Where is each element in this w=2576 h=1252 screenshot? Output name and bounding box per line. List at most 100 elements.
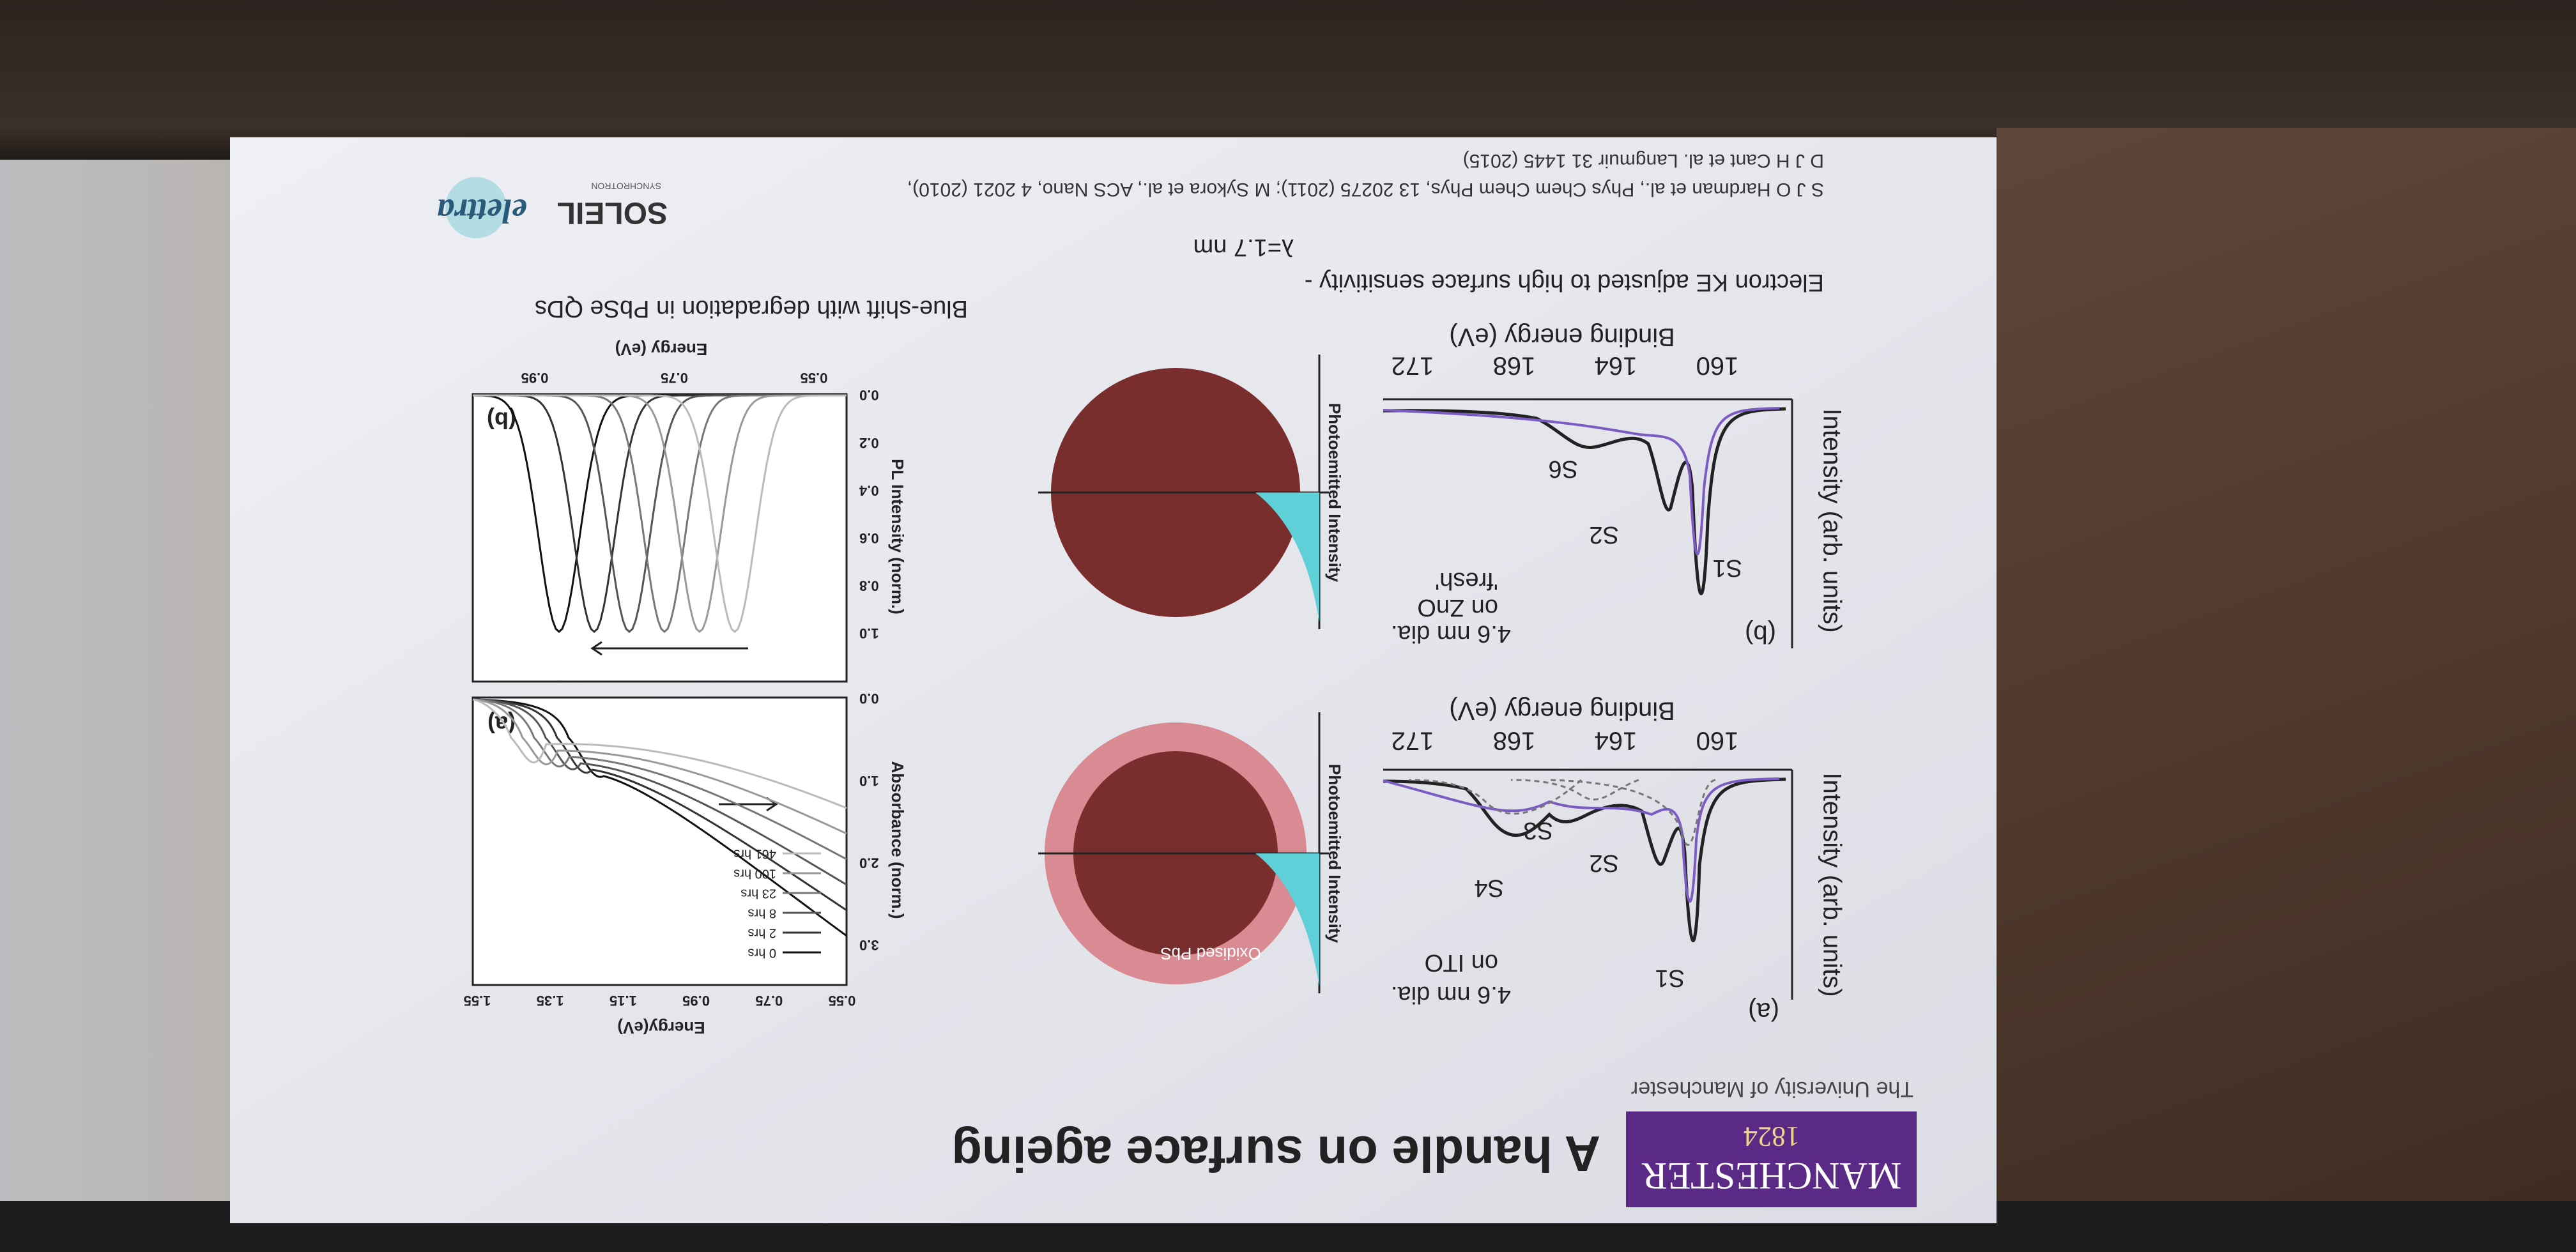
legend-label: 2 hrs [748,926,776,940]
xps-b: (b) 4.6 nm dia. on ZnO 'fresh' Intensity… [1383,323,1846,648]
pl-curve [473,394,847,634]
absorbance-plot: Energy(eV) Absorbance (norm.) (a) 0 hrs 2… [471,696,907,1037]
panel-label: (a) [487,711,516,737]
sample-label: on ZnO [1417,594,1498,621]
y-tick-label: 3.0 [859,937,879,953]
plot-frame [471,393,848,683]
y-axis-label: Absorbance (norm.) [888,761,907,919]
legend-label: 461 hrs [733,847,776,861]
x-axis-label: Binding energy (eV) [1449,696,1675,724]
x-tick-label: 1.55 [464,993,491,1009]
schematic-b: Photoemitted Intensity [1038,355,1344,629]
xps-curve [1383,777,1786,943]
x-tick-label: 0.75 [661,370,688,386]
absorbance-curve [472,698,847,912]
x-tick-label: 164 [1595,726,1637,754]
wall [1997,128,2576,1214]
peak-label: S2 [1590,521,1619,548]
reference: D J H Cant et al. Langmuir 31 1445 (2015… [1463,150,1824,171]
x-tick-label: 172 [1392,351,1434,379]
absorbance-curve [472,698,847,860]
soleil-logo: SOLEIL [557,195,668,229]
y-tick-label: 0.0 [859,387,879,403]
sample-label: on ITO [1425,949,1498,976]
xps-a: (a) 4.6 nm dia. on ITO Intensity (arb. u… [1383,696,1846,1025]
y-tick-label: 1.0 [859,625,879,641]
y-tick-label: 1.0 [859,773,879,789]
intensity-wedge [1255,853,1319,987]
caption: λ=1.7 nm [1193,234,1294,261]
y-tick-label: 0.2 [859,435,879,451]
x-tick-label: 1.15 [610,993,637,1009]
xps-fit [1383,407,1780,556]
x-tick-label: 168 [1493,726,1536,754]
university: The University of Manchester [1631,1077,1913,1101]
slide: MANCHESTER 1824 The University of Manche… [230,137,1997,1223]
caption: Electron KE adjusted to high surface sen… [1305,269,1824,296]
x-tick-label: 1.35 [537,993,564,1009]
elettra-logo: elettra [437,192,527,231]
logo-box [1626,1111,1917,1207]
partner-logos: SOLEIL SYNCHROTRON elettra [437,177,668,238]
peak-label: S2 [1590,850,1619,876]
absorbance-curve [472,698,847,835]
peak-label: S6 [1549,455,1578,482]
sample-label: 'fresh' [1435,567,1498,594]
legend-label: 8 hrs [748,906,776,920]
panel-label: (a) [1748,997,1779,1025]
schematic-a: Oxidised PbS Photoemitted Intensity [1038,712,1344,993]
y-axis-label: Intensity (arb. units) [1818,408,1846,632]
y-axis-label: PL Intensity (norm.) [888,459,907,615]
xps-fit [1383,777,1780,903]
panel-label: (b) [1745,620,1776,648]
x-tick-label: 160 [1696,726,1739,754]
y-tick-label: 0.6 [859,530,879,546]
x-tick-label: 0.95 [521,370,549,386]
plot-frame [471,696,848,986]
x-tick-label: 0.55 [801,370,828,386]
peak-label: S4 [1475,874,1504,901]
x-axis-label: Binding energy (eV) [1449,323,1675,351]
x-axis-label: Energy (eV) [615,340,708,359]
reference: S J O Hardman et al., Phys Chem Chem Phy… [907,179,1824,200]
x-tick-label: 0.75 [755,993,783,1009]
legend-label: 0 hrs [748,946,776,960]
caption: Blue-shift with degradation in PbSe QDs [535,295,968,322]
y-tick-label: 2.0 [859,855,879,871]
axis-label: Photoemitted Intensity [1325,403,1344,583]
xps-components [1408,779,1716,846]
sample-label: 4.6 nm dia. [1391,620,1511,647]
legend-label: 100 hrs [733,867,776,881]
x-tick-label: 0.95 [682,993,710,1009]
y-tick-label: 0.4 [859,482,878,498]
x-tick-label: 168 [1493,351,1536,379]
y-tick-label: 0.8 [859,578,879,594]
elettra-mark [445,177,507,238]
peak-label: S3 [1524,817,1553,844]
sample-label: 4.6 nm dia. [1391,981,1511,1008]
y-tick-label: 0.0 [859,691,879,706]
absorbance-curve [472,698,847,886]
logo-year: 1824 [1744,1121,1800,1152]
peak-label: S1 [1655,965,1685,991]
axis-label: Photoemitted Intensity [1325,764,1344,943]
shell-label: Oxidised PbS [1160,944,1261,963]
logo-text: MANCHESTER [1642,1155,1902,1197]
absorbance-curve [472,698,847,809]
intensity-wedge [1255,492,1319,623]
x-tick-label: 172 [1392,726,1434,754]
soleil-subtitle: SYNCHROTRON [591,181,661,191]
x-tick-label: 160 [1696,351,1739,379]
slide-title: A handle on surface ageing [951,1126,1600,1182]
arrow [590,641,748,656]
pl-plot: Energy (eV) PL Intensity (norm.) (b) [471,340,907,683]
y-axis-label: Intensity (arb. units) [1818,772,1846,996]
x-axis-label: Energy(eV) [617,1018,705,1037]
peak-label: S1 [1713,554,1742,581]
legend-label: 23 hrs [740,887,776,901]
x-tick-label: 164 [1595,351,1637,379]
absorbance-curve [472,698,847,937]
x-tick-label: 0.55 [829,993,856,1009]
